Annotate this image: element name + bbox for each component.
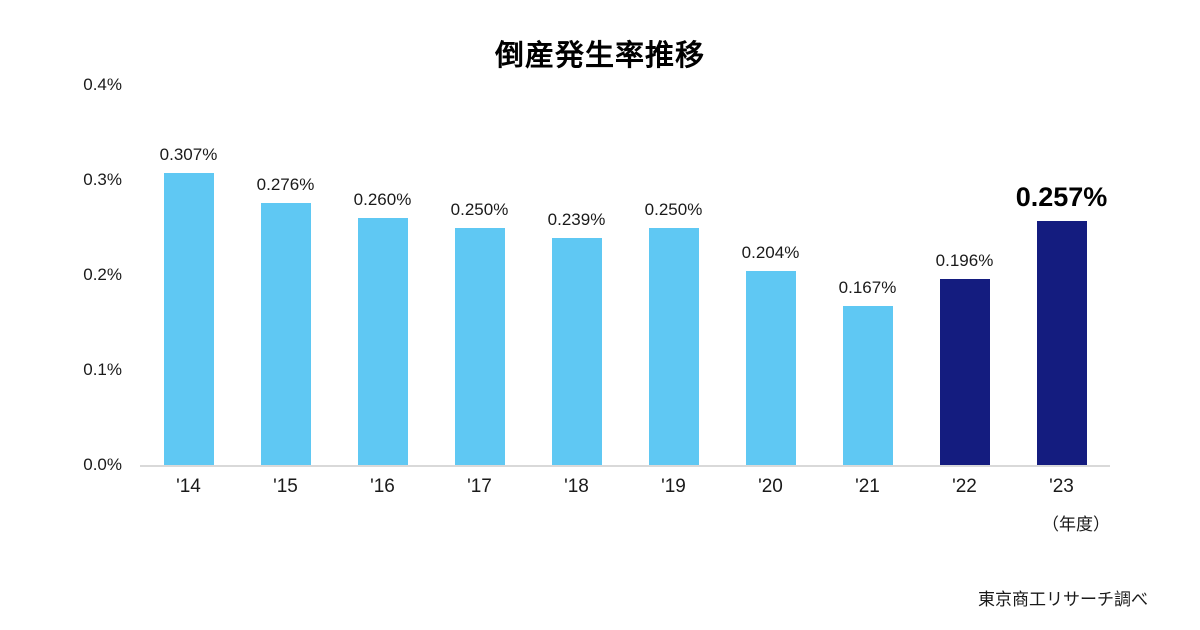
x-tick-label: '20 (758, 476, 783, 497)
value-label-17: 0.250% (450, 199, 509, 219)
bar-19 (648, 227, 699, 465)
x-tick-label: '21 (855, 476, 880, 497)
y-tick-label: 0.3% (83, 170, 122, 189)
source-note: 東京商工リサーチ調べ (978, 590, 1148, 609)
x-tick-label: '17 (467, 476, 492, 497)
x-axis-unit-label: （年度） (1042, 515, 1110, 534)
x-tick-label: '16 (370, 476, 395, 497)
value-label-16: 0.260% (353, 190, 412, 210)
y-axis: 0.0% 0.1% 0.2% 0.3% 0.4% (0, 75, 128, 474)
y-tick-label: 0.4% (83, 75, 122, 94)
bar-15 (260, 202, 311, 465)
value-label-18: 0.239% (547, 209, 606, 229)
x-tick-label: '15 (273, 476, 298, 497)
x-axis: '14 '15 '16 '17 '18 '19 '20 '21 '22 '23 (140, 476, 1110, 498)
x-tick-label: '19 (661, 476, 686, 497)
x-tick-label: '18 (564, 476, 589, 497)
value-label-23: 0.257% (1015, 181, 1108, 212)
x-tick-label: '23 (1049, 476, 1074, 497)
value-label-20: 0.204% (741, 243, 800, 263)
value-label-14: 0.307% (159, 145, 218, 165)
value-label-19: 0.250% (644, 199, 703, 219)
bar-17 (454, 227, 505, 465)
x-tick-label: '22 (952, 476, 977, 497)
bar-23 (1036, 220, 1087, 465)
bar-22 (939, 278, 990, 465)
value-label-22: 0.196% (935, 250, 994, 270)
bar-16 (357, 218, 408, 465)
bar-18 (551, 237, 602, 465)
value-label-21: 0.167% (838, 278, 897, 298)
y-tick-label: 0.2% (83, 265, 122, 284)
bar-14 (163, 173, 214, 465)
value-label-15: 0.276% (256, 174, 315, 194)
y-tick-label: 0.1% (83, 360, 122, 379)
y-tick-label: 0.0% (83, 455, 122, 474)
x-tick-label: '14 (176, 476, 201, 497)
plot-area: 0.307% 0.276% 0.260% 0.250% 0.239% 0.250% 0.20… (140, 85, 1110, 467)
chart-title: 倒産発生率推移 (494, 40, 705, 72)
bar-20 (745, 271, 796, 465)
bar-21 (842, 306, 893, 465)
